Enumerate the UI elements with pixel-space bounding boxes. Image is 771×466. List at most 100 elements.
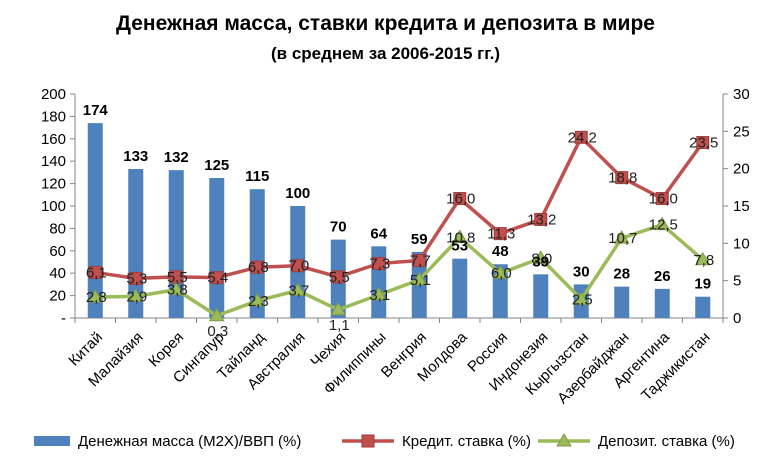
credit-rate-point (615, 171, 629, 185)
deposit-rate-point (411, 271, 428, 286)
deposit-rate-point (370, 286, 387, 301)
deposit-rate-point (289, 282, 306, 296)
credit-rate-point (655, 192, 669, 206)
legend-swatch-credit-marker (361, 434, 375, 448)
legend-swatch-money-supply (34, 436, 70, 446)
legend-swatch-deposit-marker (556, 433, 572, 447)
deposit-rate-point (654, 216, 671, 231)
bar-data-label: 70 (330, 219, 347, 236)
deposit-rate-point (208, 307, 225, 322)
y-tick-label-left: 60 (49, 243, 66, 260)
bar-data-label: 174 (83, 102, 109, 119)
credit-rate-label: 6,8 (248, 259, 269, 276)
bar-data-label: 125 (204, 157, 229, 174)
deposit-rate-point (451, 229, 468, 243)
bar-data-label: 64 (370, 225, 387, 242)
credit-rate-point (372, 256, 386, 270)
credit-rate-label: 5,4 (207, 270, 228, 287)
deposit-rate-point (613, 230, 630, 244)
deposit-rate-label: 2,9 (126, 288, 147, 305)
credit-rate-label: 23,5 (689, 135, 718, 152)
y-tick-label-left: 180 (41, 108, 66, 125)
deposit-rate-label: 6,0 (491, 265, 512, 282)
deposit-rate-label: 3,8 (167, 282, 188, 299)
bar-data-label: 115 (245, 168, 269, 185)
deposit-rate-label: 8,0 (531, 250, 552, 267)
y-tick-label-left: 160 (41, 131, 66, 148)
y-tick-label-left: 120 (41, 176, 66, 193)
bar-data-label: 53 (451, 238, 468, 255)
y-tick-label-left: - (61, 310, 66, 327)
credit-rate-label: 16,0 (446, 191, 475, 208)
deposit-rate-label: 1,1 (329, 317, 350, 334)
credit-rate-point (574, 130, 588, 144)
legend-label-money-supply: Денежная масса (M2X)/ВВП (%) (78, 433, 301, 450)
bar-data-label: 100 (285, 185, 310, 202)
credit-rate-label: 7,7 (410, 253, 431, 270)
deposit-rate-point (532, 250, 549, 264)
deposit-rate-label: 10,7 (608, 230, 637, 247)
bar (249, 189, 265, 318)
y-tick-label-right: 25 (733, 123, 750, 140)
credit-rate-point (696, 136, 710, 150)
credit-rate-point (453, 192, 467, 206)
bar (654, 288, 670, 318)
y-tick-label-left: 140 (41, 153, 66, 170)
credit-rate-point (331, 270, 345, 284)
deposit-rate-label: 3,7 (288, 282, 309, 299)
y-tick-label-right: 10 (733, 235, 750, 252)
credit-rate-point (88, 265, 102, 279)
y-tick-label-right: 5 (733, 273, 741, 290)
credit-rate-line (94, 135, 705, 281)
deposit-rate-label: 2,3 (248, 293, 269, 310)
y-tick-label-right: 30 (733, 86, 750, 103)
deposit-rate-point (492, 265, 509, 279)
deposit-rate-point (330, 301, 347, 316)
credit-rate-point (291, 259, 305, 273)
bar (695, 296, 711, 318)
deposit-rate-label: 0,3 (207, 323, 228, 340)
bar-data-label: 48 (492, 243, 509, 260)
credit-rate-label: 18,8 (608, 170, 637, 187)
deposit-rate-line (95, 222, 704, 318)
credit-rate-label: 5,5 (167, 269, 188, 286)
y-tick-label-left: 100 (41, 198, 66, 215)
deposit-rate-label: 12,5 (649, 217, 678, 234)
deposit-rate-point (127, 288, 144, 302)
credit-rate-point (129, 271, 143, 285)
deposit-rate-label: 2,8 (86, 289, 107, 306)
credit-rate-point (534, 212, 548, 226)
bar (209, 178, 225, 318)
deposit-rate-label: 2,5 (572, 291, 593, 308)
legend-label-deposit: Депозит. ставка (%) (598, 433, 735, 450)
credit-rate-label: 16,0 (649, 191, 678, 208)
legend-label-credit: Кредит. ставка (%) (402, 433, 531, 450)
bar-data-label: 19 (694, 276, 711, 293)
credit-rate-point (493, 227, 507, 241)
bar-data-label: 133 (123, 148, 148, 165)
bar-data-label: 132 (164, 149, 189, 166)
bar-data-label: 28 (613, 266, 630, 283)
deposit-rate-point (168, 281, 185, 296)
bar-data-label: 39 (532, 253, 549, 270)
credit-rate-label: 13,2 (527, 211, 556, 228)
credit-rate-point (250, 260, 264, 274)
bar-data-label: 30 (573, 263, 590, 280)
deposit-rate-label: 7,8 (693, 252, 714, 269)
credit-rate-label: 24,2 (568, 129, 597, 146)
y-tick-label-left: 200 (41, 86, 66, 103)
deposit-rate-label: 3,1 (369, 287, 390, 304)
bar-data-label: 59 (411, 231, 428, 248)
bar (614, 286, 630, 318)
credit-rate-label: 5,3 (126, 270, 147, 287)
credit-rate-label: 7,3 (369, 255, 390, 272)
y-tick-label-left: 80 (49, 220, 66, 237)
credit-rate-label: 11,3 (487, 226, 515, 243)
deposit-rate-point (87, 289, 104, 303)
deposit-rate-point (249, 292, 266, 307)
y-tick-label-right: 20 (733, 161, 750, 178)
credit-rate-point (210, 271, 224, 285)
bar (452, 258, 468, 318)
credit-rate-label: 7,0 (288, 258, 309, 275)
